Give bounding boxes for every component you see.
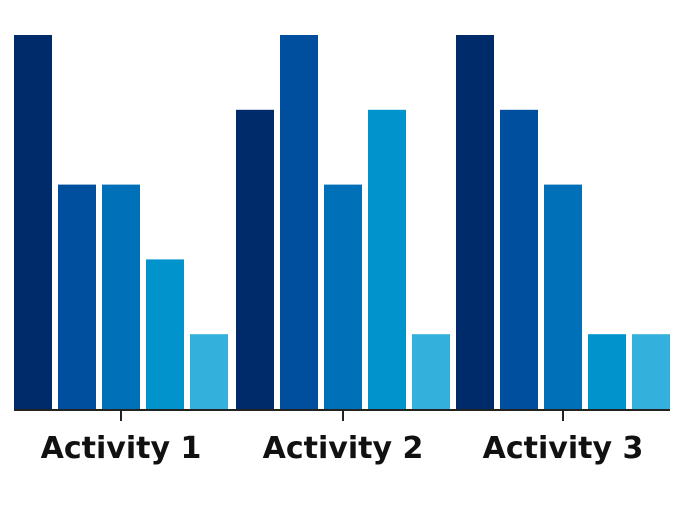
bar-3-2	[500, 109, 538, 410]
bar-1-5	[190, 334, 228, 409]
bar-3-5	[632, 334, 670, 409]
bar-2-4	[368, 109, 406, 410]
bar-3-1	[456, 35, 494, 409]
bar-2-2	[280, 35, 318, 409]
bar-2-1	[236, 109, 274, 410]
bar-3-4	[588, 334, 626, 409]
bar-1-4	[146, 259, 184, 409]
bars-group	[14, 35, 670, 410]
bar-3-3	[544, 184, 582, 409]
bar-2-3	[324, 184, 362, 409]
bar-1-3	[102, 184, 140, 409]
x-tick-label-3: Activity 3	[483, 431, 644, 466]
bar-1-1	[14, 35, 52, 409]
x-axis-ticks	[120, 410, 564, 421]
bar-1-2	[58, 184, 96, 409]
x-axis-tick-labels: Activity 1 Activity 2 Activity 3	[41, 431, 644, 466]
x-tick-label-2: Activity 2	[263, 431, 424, 466]
x-tick-label-1: Activity 1	[41, 431, 202, 466]
bar-2-5	[412, 334, 450, 409]
